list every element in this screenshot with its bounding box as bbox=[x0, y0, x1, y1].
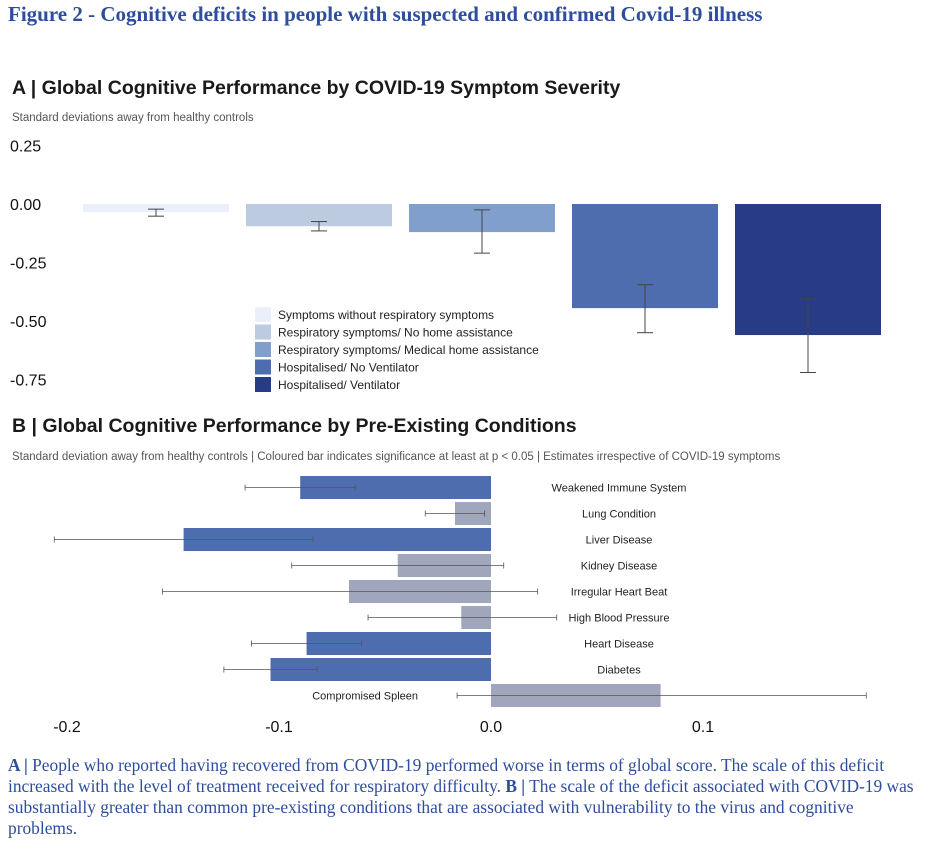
y-tick-label: 0.25 bbox=[10, 139, 41, 156]
bar bbox=[183, 528, 491, 551]
y-tick-label: -0.75 bbox=[10, 373, 47, 390]
category-label: Irregular Heart Beat bbox=[571, 587, 668, 599]
legend-entry: Respiratory symptoms/ No home assistance bbox=[278, 326, 513, 340]
y-tick-label: 0.00 bbox=[10, 197, 41, 214]
x-tick-label: 0.1 bbox=[692, 719, 714, 736]
x-tick-label: 0.0 bbox=[480, 719, 502, 736]
panel-b-title: B | Global Cognitive Performance by Pre-… bbox=[12, 415, 577, 437]
caption-a-text: People who reported having recovered fro… bbox=[8, 755, 885, 796]
category-label: Weakened Immune System bbox=[552, 483, 687, 495]
x-tick-label: -0.1 bbox=[265, 719, 293, 736]
category-label: Lung Condition bbox=[582, 509, 656, 521]
legend-swatch bbox=[255, 359, 271, 375]
legend-swatch bbox=[255, 342, 271, 357]
category-label: Kidney Disease bbox=[581, 561, 657, 573]
category-label: Diabetes bbox=[597, 665, 641, 677]
panel-a-subtitle: Standard deviations away from healthy co… bbox=[12, 112, 254, 124]
bar bbox=[300, 476, 491, 499]
legend-swatch bbox=[255, 377, 271, 392]
panel-b-chart: Weakened Immune System Lung Condition Live… bbox=[53, 476, 867, 736]
y-tick-label: -0.25 bbox=[10, 256, 47, 273]
panel-a-chart: 0.25 0.00 -0.25 -0.50 -0.75 Symptoms without … bbox=[10, 139, 881, 392]
y-tick-label: -0.50 bbox=[10, 314, 47, 331]
x-tick-label: -0.2 bbox=[53, 719, 81, 736]
bar bbox=[83, 204, 229, 213]
legend-swatch bbox=[255, 307, 271, 322]
legend-entry: Respiratory symptoms/ Medical home assis… bbox=[278, 343, 539, 357]
category-label: Compromised Spleen bbox=[312, 691, 418, 703]
legend-swatch bbox=[255, 324, 271, 340]
caption-a-label: A | bbox=[8, 755, 28, 775]
legend-entry: Symptoms without respiratory symptoms bbox=[278, 308, 494, 322]
bar bbox=[246, 204, 392, 227]
bar bbox=[270, 658, 491, 681]
bar bbox=[306, 632, 491, 655]
legend-entry: Hospitalised/ No Ventilator bbox=[278, 361, 419, 375]
caption-b-label: B | bbox=[505, 776, 526, 796]
category-label: Heart Disease bbox=[584, 639, 654, 651]
panel-a-title: A | Global Cognitive Performance by COVI… bbox=[12, 77, 621, 99]
figure-caption: A | People who reported having recovered… bbox=[8, 755, 923, 839]
panel-b-subtitle: Standard deviation away from healthy con… bbox=[12, 451, 781, 463]
category-label: Liver Disease bbox=[586, 535, 653, 547]
figure-title: Figure 2 - Cognitive deficits in people … bbox=[8, 2, 763, 26]
category-label: High Blood Pressure bbox=[569, 613, 670, 625]
legend-entry: Hospitalised/ Ventilator bbox=[278, 378, 400, 392]
caption-b-text: The scale of the deficit associated with… bbox=[8, 776, 914, 838]
